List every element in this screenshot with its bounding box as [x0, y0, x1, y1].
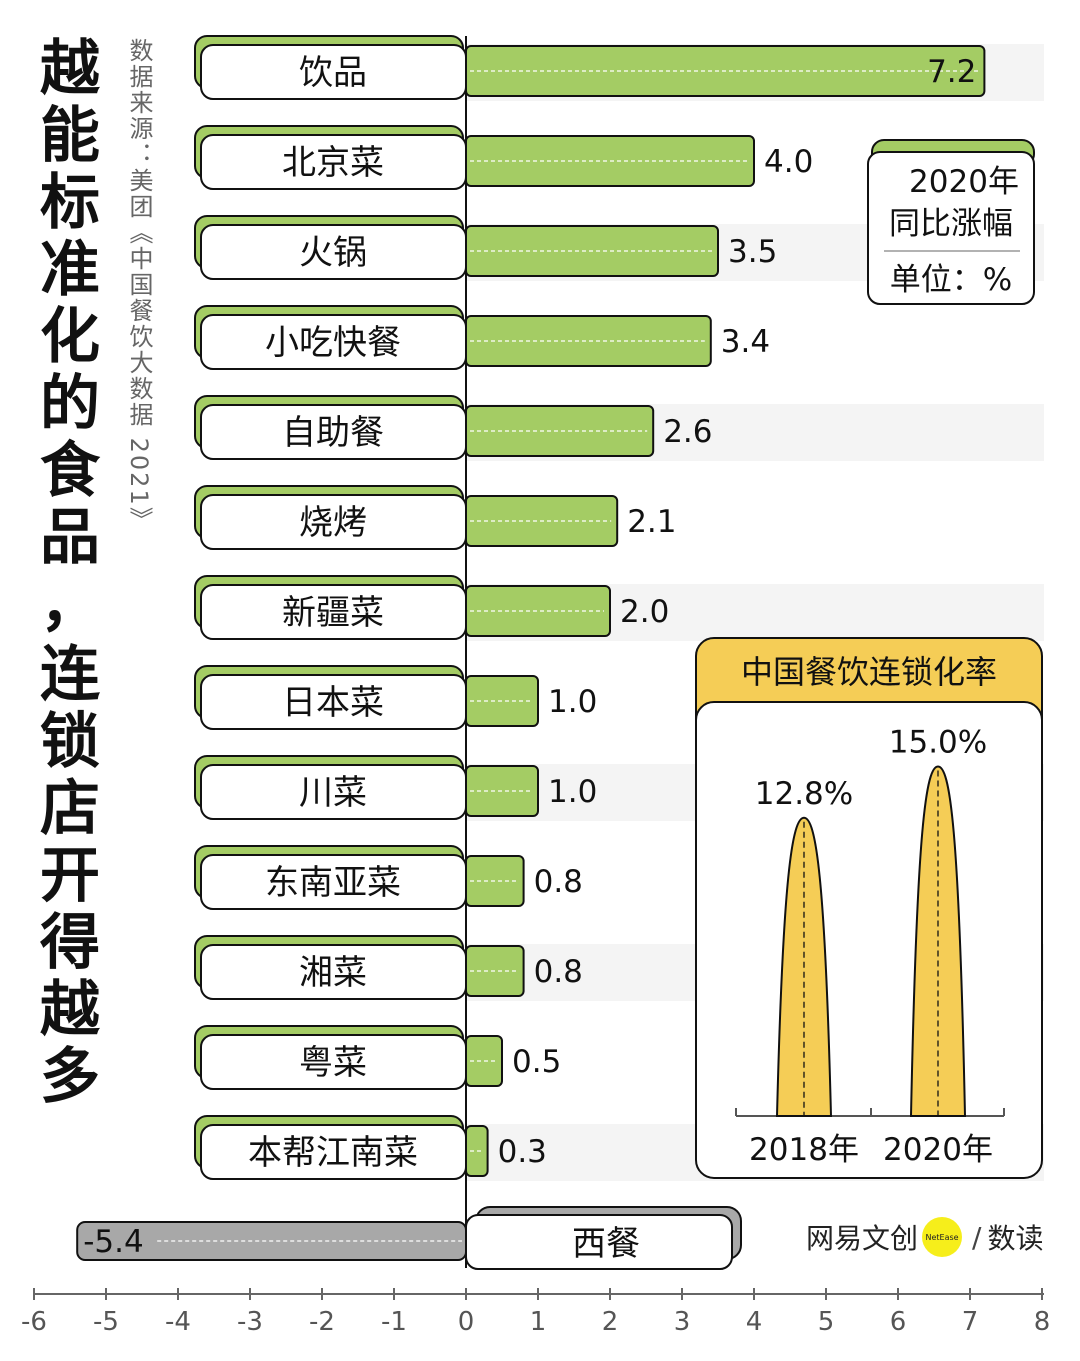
inset-panel	[695, 701, 1043, 1179]
value-label: 1.0	[548, 774, 597, 810]
inset-category-label: 2020年	[883, 1132, 993, 1168]
category-label: 自助餐	[282, 413, 384, 453]
value-label: 3.4	[721, 324, 770, 360]
value-label: 0.5	[512, 1044, 561, 1080]
x-tick-label: 3	[674, 1307, 691, 1337]
value-label: -5.4	[83, 1224, 144, 1260]
value-label: 3.5	[728, 234, 777, 270]
category-label: 新疆菜	[282, 593, 384, 633]
title-line-2-char: 多	[40, 1042, 100, 1112]
category-label: 东南亚菜	[265, 863, 401, 903]
legend-line-1: 2020年	[909, 164, 1019, 200]
title-line-1-char: 标	[40, 168, 100, 238]
category-label: 西餐	[572, 1224, 640, 1264]
category-label: 粤菜	[299, 1043, 367, 1083]
title-line-1-char: ，	[40, 570, 100, 640]
x-tick-label: -5	[93, 1307, 119, 1337]
legend-box	[867, 151, 1035, 305]
data-source: 数据来源：美团《中国餐饮大数据 2021》	[125, 38, 153, 533]
value-label: 2.6	[663, 414, 712, 450]
value-label: 0.8	[534, 954, 583, 990]
title-line-2-char: 开	[40, 841, 100, 911]
title-line-1-char: 准	[40, 235, 100, 305]
category-label: 北京菜	[282, 143, 384, 183]
title-line-1-char: 的	[40, 369, 100, 439]
x-tick-label: 8	[1034, 1307, 1051, 1337]
title-line-1-char: 化	[40, 302, 100, 372]
brand-sub: 数读	[987, 1222, 1044, 1255]
title-line-1-char: 越	[40, 34, 100, 104]
title-line-2-char: 越	[40, 975, 100, 1045]
value-label: 2.1	[627, 504, 676, 540]
legend-line-2: 同比涨幅	[889, 206, 1013, 242]
x-tick-label: -1	[381, 1307, 407, 1337]
x-tick-label: 4	[746, 1307, 763, 1337]
category-label: 火锅	[299, 233, 367, 273]
bar	[465, 1125, 489, 1177]
x-tick-label: 2	[602, 1307, 619, 1337]
title-line-1-char: 能	[40, 101, 100, 171]
title-line-2-char: 得	[40, 908, 100, 978]
value-label: 1.0	[548, 684, 597, 720]
x-tick-label: -4	[165, 1307, 191, 1337]
value-label: 2.0	[620, 594, 669, 630]
inset-value-label: 15.0%	[889, 725, 987, 761]
category-label: 饮品	[299, 53, 367, 93]
x-tick-label: 1	[530, 1307, 547, 1337]
inset-value-label: 12.8%	[755, 776, 853, 812]
title-line-2-char: 连	[40, 640, 100, 710]
x-tick-label: 6	[890, 1307, 907, 1337]
category-label: 本帮江南菜	[248, 1133, 418, 1173]
title-line-1: 越能标准化的食品，	[36, 36, 104, 639]
title-line-2: 连锁店开得越多	[36, 642, 104, 1111]
title-line-1-char: 品	[40, 503, 100, 573]
brand-logo: 网易文创 NetEase / 数读	[806, 1212, 1043, 1262]
x-tick-label: 5	[818, 1307, 835, 1337]
x-tick-label: -2	[309, 1307, 335, 1337]
value-label: 4.0	[764, 144, 813, 180]
x-tick-label: -6	[21, 1307, 47, 1337]
value-label: 0.8	[534, 864, 583, 900]
inset-title: 中国餐饮连锁化率	[741, 653, 997, 691]
x-tick-label: 7	[962, 1307, 979, 1337]
logo-divider: /	[972, 1220, 982, 1254]
title-line-1-char: 食	[40, 436, 100, 506]
category-label: 日本菜	[282, 683, 384, 723]
value-label: 7.2	[927, 54, 976, 90]
category-label: 小吃快餐	[265, 323, 401, 363]
category-label: 烧烤	[299, 503, 367, 543]
category-label: 湘菜	[299, 953, 367, 993]
x-tick-label: -3	[237, 1307, 263, 1337]
inset-category-label: 2018年	[749, 1132, 859, 1168]
title-line-2-char: 锁	[40, 707, 100, 777]
legend-line-3: 单位：%	[890, 262, 1012, 298]
category-label: 川菜	[299, 773, 367, 813]
x-tick-label: 0	[458, 1307, 475, 1337]
title-line-2-char: 店	[40, 774, 100, 844]
brand-name: 网易文创	[806, 1222, 919, 1255]
value-label: 0.3	[498, 1134, 547, 1170]
netease-badge-icon: NetEase	[922, 1217, 963, 1257]
